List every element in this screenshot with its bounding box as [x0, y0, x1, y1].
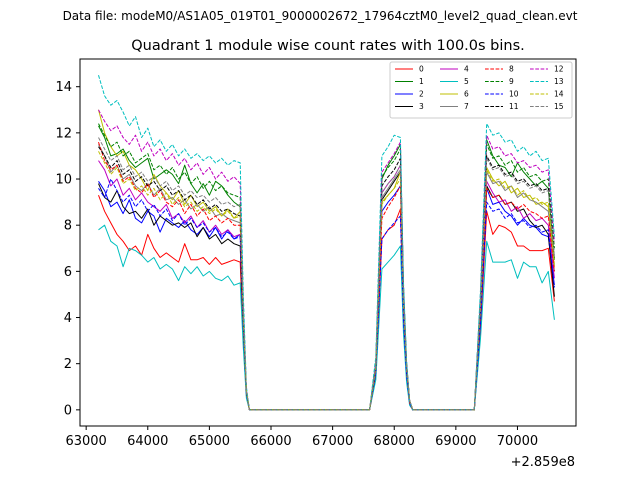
x-tick-label: 67000	[312, 434, 353, 449]
x-axis: 63000 64000 65000 66000 67000 68000 69000 70000	[65, 426, 538, 449]
legend-label-7: 7	[464, 102, 469, 111]
legend-label-3: 3	[419, 102, 424, 111]
legend-label-5: 5	[464, 77, 469, 86]
legend-label-4: 4	[464, 65, 469, 74]
y-tick-label: 0	[64, 403, 72, 418]
plot-area	[79, 58, 577, 427]
legend-label-8: 8	[509, 65, 514, 74]
series-layer	[98, 75, 555, 411]
y-tick-label: 8	[64, 219, 72, 234]
plot-frame	[79, 58, 577, 427]
x-tick-label: 66000	[250, 434, 291, 449]
chart-suptitle: Data file: modeM0/AS1A05_019T01_90000026…	[63, 9, 578, 23]
y-tick-label: 2	[64, 357, 72, 372]
y-tick-label: 12	[55, 126, 72, 141]
legend-label-9: 9	[509, 77, 514, 86]
legend-label-15: 15	[554, 102, 564, 111]
series-line-15	[98, 137, 555, 411]
y-axis: 0 2 4 6 8 10 12 14	[55, 80, 80, 418]
x-tick-label: 69000	[435, 434, 476, 449]
x-tick-label: 68000	[374, 434, 415, 449]
legend-label-14: 14	[554, 90, 564, 99]
y-tick-label: 6	[64, 265, 72, 280]
y-tick-label: 14	[55, 80, 72, 95]
plot-background	[80, 59, 576, 426]
legend-label-12: 12	[554, 65, 564, 74]
y-tick-label: 4	[64, 311, 72, 326]
legend-label-6: 6	[464, 90, 469, 99]
legend-label-2: 2	[419, 90, 424, 99]
legend-box	[389, 61, 573, 119]
series-line-5	[98, 224, 555, 411]
legend-label-10: 10	[509, 90, 519, 99]
x-tick-label: 63000	[65, 434, 106, 449]
legend-label-11: 11	[509, 102, 519, 111]
chart-title: Quadrant 1 module wise count rates with …	[131, 38, 525, 54]
x-tick-label: 64000	[127, 434, 168, 449]
y-tick-label: 10	[55, 173, 72, 188]
x-tick-label: 65000	[189, 434, 230, 449]
legend-label-1: 1	[419, 77, 424, 86]
x-axis-offset-label: +2.859e8	[511, 455, 575, 470]
series-line-14	[98, 151, 555, 411]
x-tick-label: 70000	[497, 434, 538, 449]
series-line-13	[98, 75, 555, 411]
legend-label-0: 0	[419, 65, 424, 74]
legend-label-13: 13	[554, 77, 564, 86]
